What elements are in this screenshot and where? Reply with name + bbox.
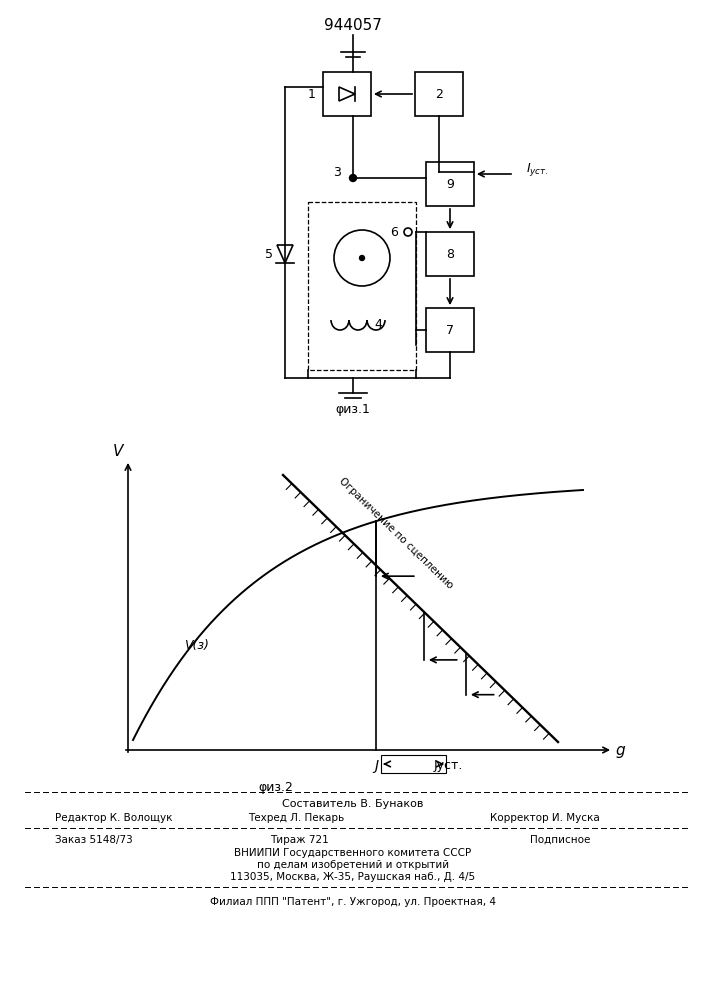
Text: Тираж 721: Тираж 721 bbox=[270, 835, 329, 845]
Text: 1: 1 bbox=[308, 88, 316, 101]
Text: 5: 5 bbox=[265, 248, 273, 261]
Text: Редактор К. Волощук: Редактор К. Волощук bbox=[55, 813, 173, 823]
Circle shape bbox=[359, 255, 365, 260]
Text: g: g bbox=[615, 742, 625, 758]
Text: 3: 3 bbox=[333, 165, 341, 178]
Text: Составитель В. Бунаков: Составитель В. Бунаков bbox=[282, 799, 423, 809]
Circle shape bbox=[349, 174, 356, 182]
Text: Техред Л. Пекарь: Техред Л. Пекарь bbox=[248, 813, 344, 823]
Text: по делам изобретений и открытий: по делам изобретений и открытий bbox=[257, 860, 449, 870]
Bar bbox=[426, 232, 474, 276]
Text: V(з): V(з) bbox=[184, 639, 209, 652]
Text: Филиал ППП "Патент", г. Ужгород, ул. Проектная, 4: Филиал ППП "Патент", г. Ужгород, ул. Про… bbox=[210, 897, 496, 907]
Bar bbox=[426, 308, 474, 352]
Text: V: V bbox=[113, 444, 123, 460]
Text: 6: 6 bbox=[390, 226, 398, 238]
Text: Подписное: Подписное bbox=[530, 835, 590, 845]
Text: 4: 4 bbox=[374, 318, 382, 332]
Bar bbox=[308, 202, 416, 370]
Text: 944057: 944057 bbox=[324, 17, 382, 32]
Text: Jуст.: Jуст. bbox=[433, 760, 462, 772]
Bar bbox=[426, 162, 474, 206]
Text: Заказ 5148/73: Заказ 5148/73 bbox=[55, 835, 133, 845]
Bar bbox=[415, 72, 463, 116]
Text: ВНИИПИ Государственного комитета СССР: ВНИИПИ Государственного комитета СССР bbox=[235, 848, 472, 858]
Text: 2: 2 bbox=[435, 88, 443, 101]
Text: 113035, Москва, Ж-35, Раушская наб., Д. 4/5: 113035, Москва, Ж-35, Раушская наб., Д. … bbox=[230, 872, 476, 882]
Text: φиз.2: φиз.2 bbox=[259, 782, 293, 794]
Text: $I_{уст.}$: $I_{уст.}$ bbox=[526, 161, 549, 178]
Text: J: J bbox=[374, 759, 378, 773]
Text: 7: 7 bbox=[446, 324, 454, 336]
Text: φиз.1: φиз.1 bbox=[336, 403, 370, 416]
Text: 8: 8 bbox=[446, 247, 454, 260]
Bar bbox=[323, 72, 371, 116]
Bar bbox=[381, 755, 446, 773]
Text: Корректор И. Муска: Корректор И. Муска bbox=[490, 813, 600, 823]
Text: Ограничение по сцеплению: Ограничение по сцеплению bbox=[337, 476, 455, 590]
Text: 9: 9 bbox=[446, 178, 454, 190]
